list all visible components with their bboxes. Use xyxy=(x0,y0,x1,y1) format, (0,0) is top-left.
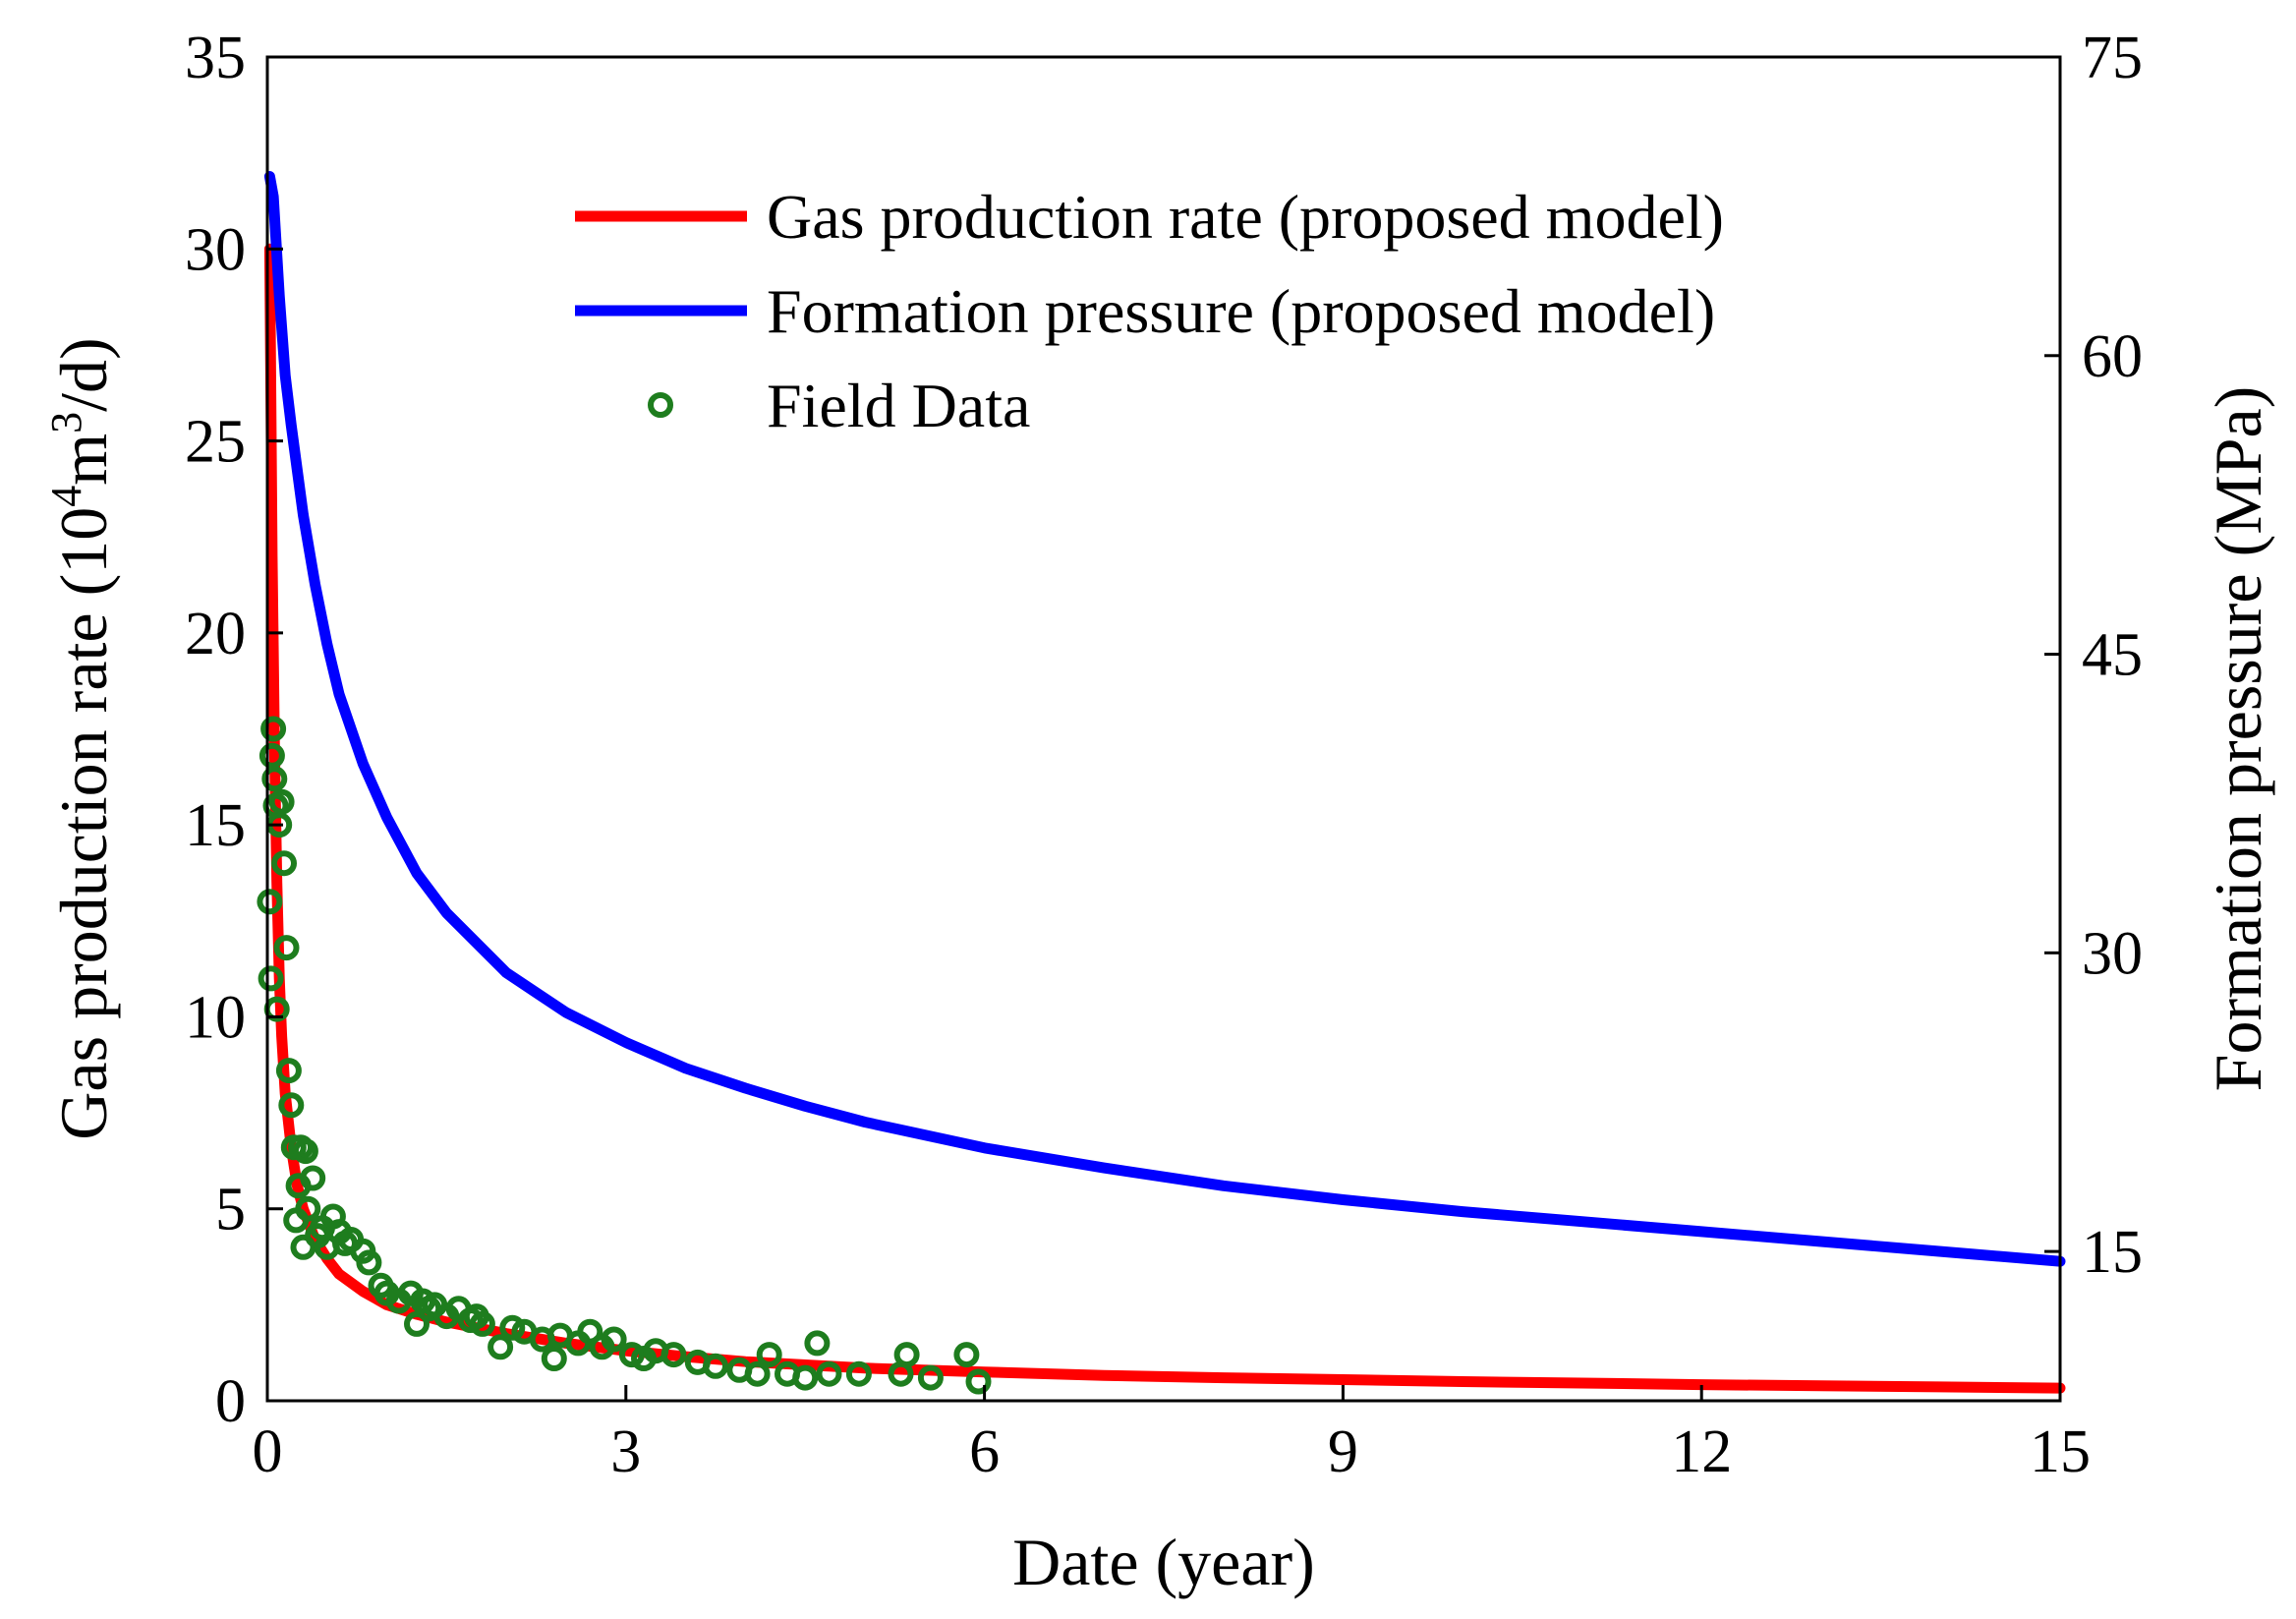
plot-frame xyxy=(265,55,2062,1403)
field-data-point xyxy=(356,1249,382,1276)
field-data-point xyxy=(703,1353,728,1379)
x-tick-label: 0 xyxy=(253,1418,283,1485)
field-data-point xyxy=(816,1360,842,1387)
left-y-tick-label: 25 xyxy=(185,409,246,476)
x-axis-label: Date (year) xyxy=(1012,1525,1315,1599)
left-y-tick-label: 35 xyxy=(185,25,246,91)
field-data-point xyxy=(845,1360,872,1387)
field-data-point xyxy=(271,850,297,877)
legend-label-gas-rate: Gas production rate (proposed model) xyxy=(767,182,1724,252)
left-y-axis-label: Gas production rate (104m3/d) xyxy=(42,337,121,1139)
field-data-point xyxy=(257,889,283,915)
left-y-tick-label: 5 xyxy=(215,1177,246,1243)
left-y-tick-label: 15 xyxy=(185,792,246,859)
left-y-tick-label: 0 xyxy=(215,1368,246,1435)
right-y-tick-label: 75 xyxy=(2082,25,2143,91)
legend-label-formation-pressure: Formation pressure (proposed model) xyxy=(767,276,1715,346)
right-y-tick-label: 30 xyxy=(2082,920,2143,987)
right-y-tick-label: 15 xyxy=(2082,1219,2143,1286)
formation-pressure-line xyxy=(263,171,2066,1267)
field-data-point xyxy=(893,1342,920,1368)
field-data-point xyxy=(275,1058,302,1084)
field-data-series xyxy=(257,716,992,1395)
legend-label-field-data: Field Data xyxy=(767,371,1030,440)
right-y-axis-ticks: 15 30 45 60 75 xyxy=(2044,25,2143,1286)
field-data-point xyxy=(258,742,285,769)
field-data-point xyxy=(488,1334,514,1360)
field-data-point xyxy=(601,1326,627,1353)
x-axis-ticks: 0 3 6 9 12 15 xyxy=(253,1385,2091,1485)
x-tick-label: 12 xyxy=(1671,1418,1732,1485)
field-data-point xyxy=(499,1314,526,1341)
left-y-label-sup2: 3 xyxy=(42,412,90,434)
field-data-point xyxy=(965,1368,992,1395)
field-data-point xyxy=(469,1310,495,1337)
right-y-tick-label: 60 xyxy=(2082,323,2143,390)
gas-production-rate-line xyxy=(263,243,2066,1394)
formation-pressure-series xyxy=(263,171,2066,1267)
field-data-point xyxy=(273,935,300,961)
x-tick-label: 15 xyxy=(2030,1418,2091,1485)
left-y-label-mid: m xyxy=(46,434,121,486)
field-data-point xyxy=(292,1138,318,1165)
field-data-point xyxy=(268,788,295,815)
left-y-tick-label: 10 xyxy=(185,984,246,1051)
legend: Gas production rate (proposed model) For… xyxy=(575,182,1724,440)
field-data-point xyxy=(756,1342,782,1368)
left-y-tick-label: 20 xyxy=(185,601,246,667)
field-data-point xyxy=(953,1342,980,1368)
field-data-point xyxy=(300,1165,326,1191)
x-tick-label: 3 xyxy=(610,1418,641,1485)
left-y-label-suffix: /d) xyxy=(46,337,121,412)
field-data-point xyxy=(577,1318,603,1345)
field-data-point xyxy=(278,1092,305,1119)
left-y-tick-label: 30 xyxy=(185,216,246,283)
left-y-label-prefix: Gas production rate (10 xyxy=(46,507,121,1140)
field-data-point xyxy=(260,716,287,742)
field-data-point xyxy=(744,1360,771,1387)
field-data-point xyxy=(618,1342,645,1368)
right-y-tick-label: 45 xyxy=(2082,622,2143,689)
field-data-point xyxy=(804,1330,831,1357)
right-y-axis-label: Formation pressure (MPa) xyxy=(2201,386,2275,1092)
legend-swatch-field-data xyxy=(648,392,673,418)
field-data-point xyxy=(792,1364,819,1391)
x-tick-label: 9 xyxy=(1328,1418,1358,1485)
field-data-point xyxy=(295,1195,321,1222)
field-data-point xyxy=(541,1346,567,1371)
left-y-axis-ticks: 0 5 10 15 20 25 30 35 xyxy=(185,25,283,1435)
field-data-point xyxy=(660,1342,687,1368)
gas-production-rate-series xyxy=(263,243,2066,1394)
field-data-point xyxy=(261,766,288,792)
field-data-point xyxy=(258,965,284,992)
field-data-point xyxy=(404,1310,430,1337)
field-data-point xyxy=(917,1364,944,1391)
x-tick-label: 6 xyxy=(969,1418,1000,1485)
left-y-label-sup1: 4 xyxy=(42,486,90,507)
plot-area xyxy=(257,171,2066,1395)
